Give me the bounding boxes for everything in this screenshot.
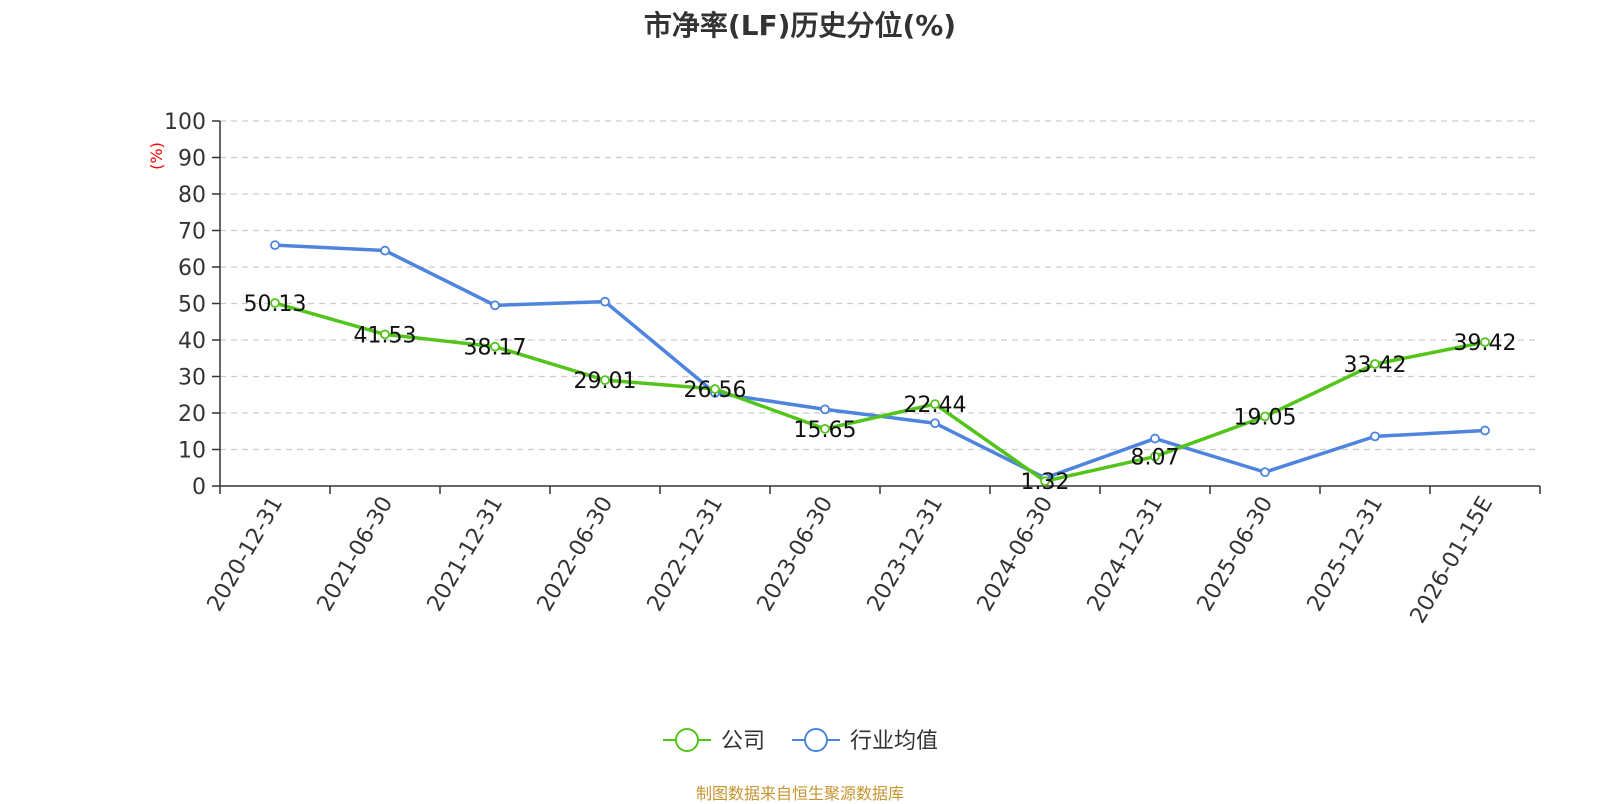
series [270, 240, 1490, 487]
series-line [274, 243, 1486, 480]
data-point [490, 300, 500, 311]
data-point [1260, 467, 1270, 478]
data-point [1480, 425, 1490, 436]
x-tick-label: 2023-06-30 [753, 493, 839, 616]
data-label: 19.05 [1234, 405, 1297, 430]
y-tick-label: 20 [178, 402, 206, 427]
chart-title: 市净率(LF)历史分位(%) [643, 9, 957, 42]
data-point [1480, 337, 1490, 348]
data-label: 8.07 [1131, 446, 1180, 471]
data-point [380, 245, 390, 256]
source-note: 制图数据来自恒生聚源数据库 [695, 784, 904, 803]
data-label: 41.53 [354, 323, 417, 348]
y-tick-label: 100 [164, 110, 206, 135]
data-point [710, 384, 720, 394]
legend-item: 公司 [663, 728, 765, 754]
x-tick-label: 2026-01-15E [1406, 493, 1499, 628]
data-point [930, 418, 940, 429]
y-tick-label: 70 [178, 220, 206, 245]
data-point [1150, 433, 1160, 444]
data-label: 26.56 [684, 378, 747, 403]
data-label: 15.65 [794, 418, 857, 443]
grid-lines [220, 120, 1540, 451]
y-tick-label: 10 [178, 439, 206, 464]
data-point [270, 240, 280, 251]
data-point [820, 423, 830, 434]
data-label: 22.44 [904, 393, 967, 418]
data-labels: 50.13 41.53 38.17 29.01 26.56 15.65 22.44 1.32 8… [244, 292, 1517, 495]
series-line [274, 301, 1486, 483]
data-point [270, 298, 280, 308]
legend-marker [675, 728, 699, 752]
data-point [1370, 431, 1380, 442]
x-tick-label: 2022-06-30 [533, 493, 619, 616]
y-tick-label: 50 [178, 293, 206, 318]
data-label: 38.17 [464, 336, 527, 361]
y-tick-label: 80 [178, 183, 206, 208]
x-tick-label: 2024-06-30 [973, 493, 1059, 616]
legend-marker [804, 728, 828, 752]
data-label: 33.42 [1344, 353, 1407, 378]
y-tick-label: 0 [192, 475, 206, 500]
data-point [380, 329, 390, 340]
legend-label: 公司 [721, 729, 765, 754]
data-label: 29.01 [574, 369, 637, 394]
data-label: 1.32 [1021, 470, 1070, 495]
x-tick-label: 2021-06-30 [313, 493, 399, 616]
x-tick-label: 2025-06-30 [1193, 493, 1279, 616]
legend: 公司 行业均值 [663, 728, 938, 754]
data-point [600, 375, 610, 386]
data-label: 39.42 [1454, 331, 1517, 356]
data-point [1260, 411, 1270, 422]
x-tick-label: 2020-12-31 [203, 493, 289, 616]
data-label: 50.13 [244, 292, 307, 317]
data-point [820, 404, 830, 415]
x-tick-label: 2025-12-31 [1303, 493, 1389, 616]
x-tick-label: 2023-12-31 [863, 493, 949, 616]
x-tick-label: 2024-12-31 [1083, 493, 1169, 616]
legend-label: 行业均值 [850, 729, 938, 754]
legend-item: 行业均值 [792, 728, 938, 754]
y-tick-label: 90 [178, 147, 206, 172]
axes: 0 10 20 30 40 50 60 70 80 90 100 (%) 2020-12-31 2021-… [147, 110, 1541, 628]
data-point [490, 341, 500, 352]
data-point [1040, 476, 1050, 487]
x-tick-label: 2021-12-31 [423, 493, 509, 616]
data-point [1150, 451, 1160, 462]
x-tick-label: 2022-12-31 [643, 493, 729, 616]
data-point [930, 399, 940, 409]
y-axis-label: (%) [147, 142, 166, 170]
y-tick-label: 40 [178, 329, 206, 354]
y-tick-label: 30 [178, 366, 206, 391]
data-point [600, 296, 610, 307]
y-tick-label: 60 [178, 256, 206, 281]
data-point [1370, 359, 1380, 369]
